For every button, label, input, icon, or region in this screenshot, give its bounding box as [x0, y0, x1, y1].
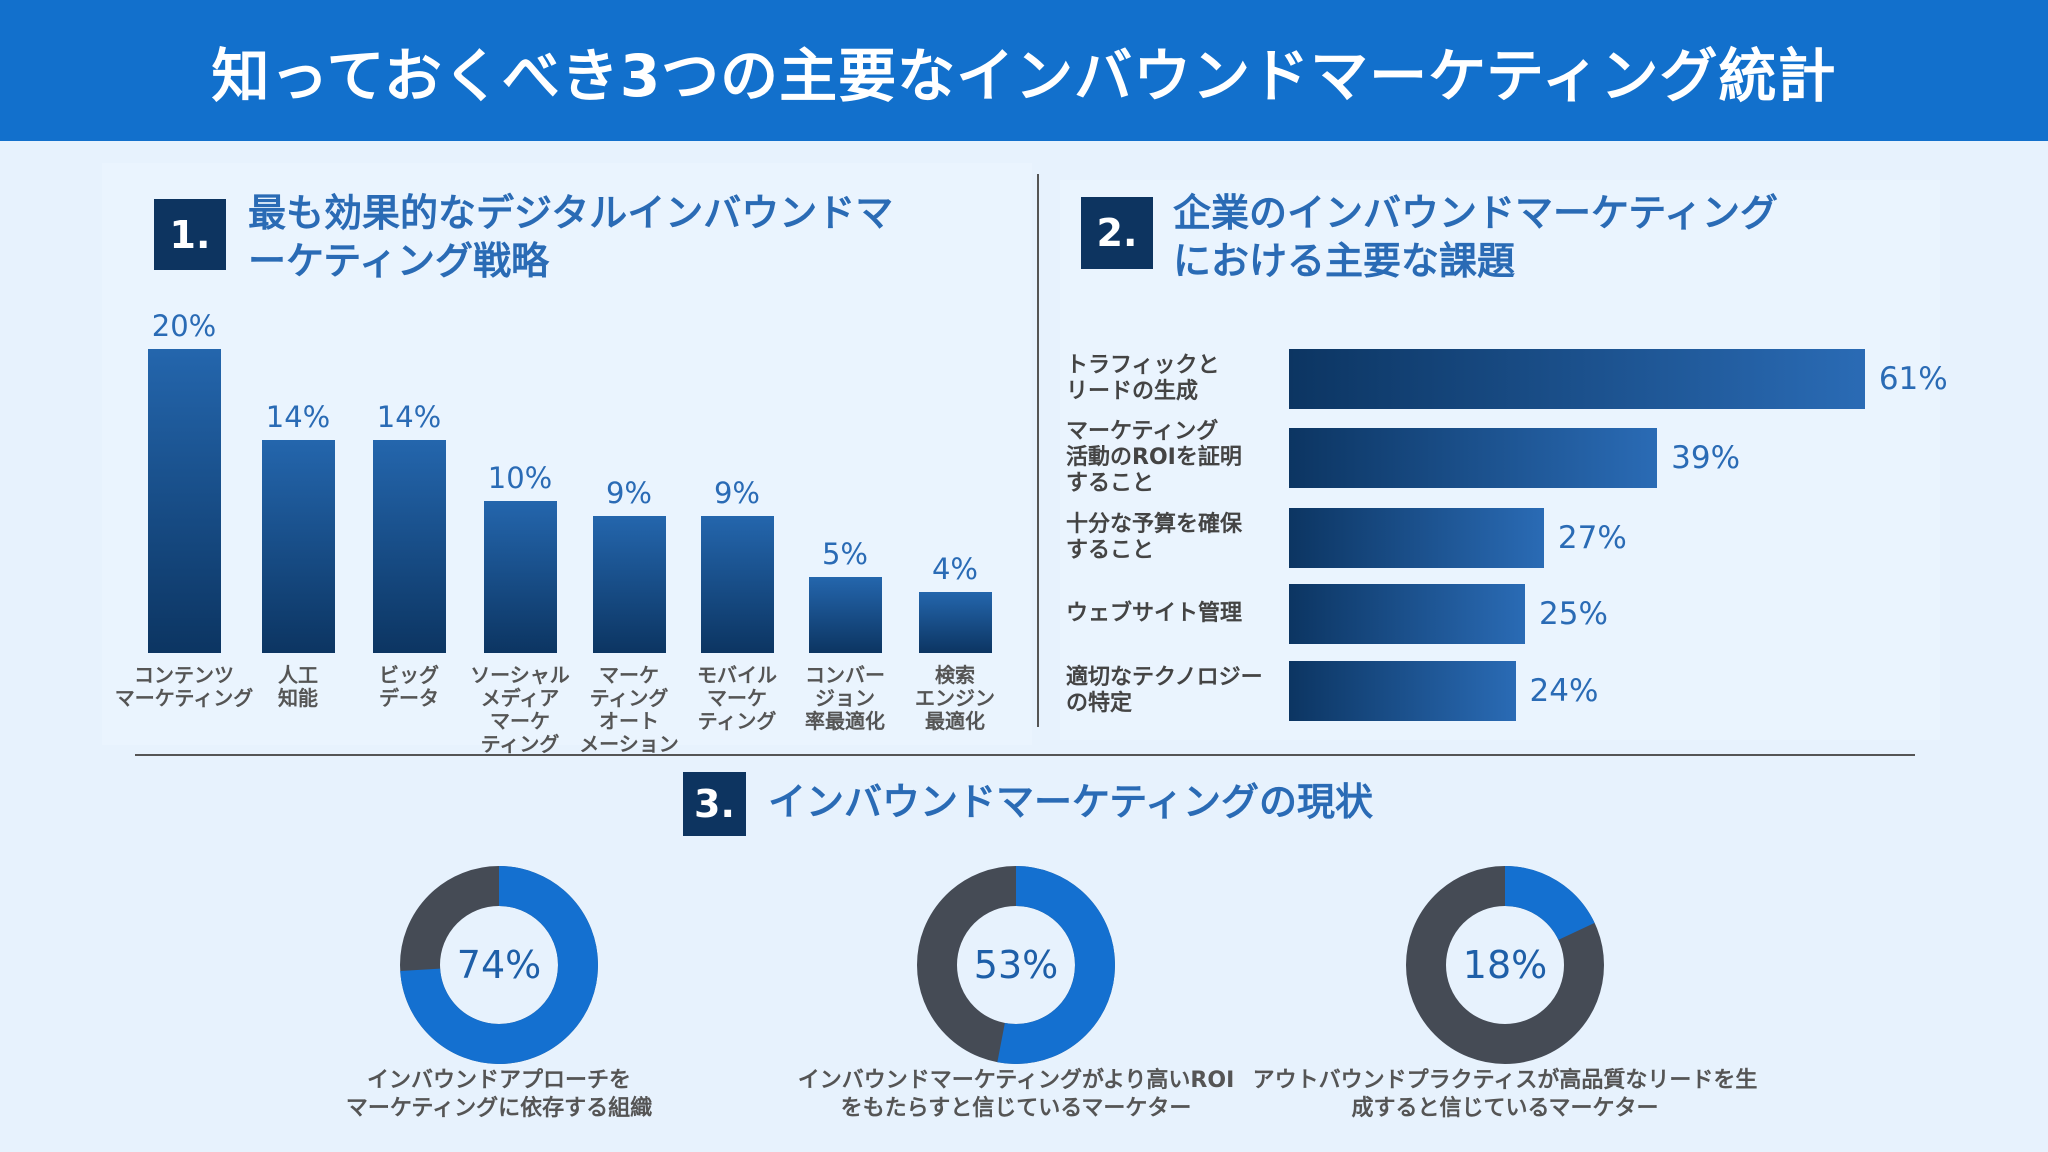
bar: [808, 577, 882, 653]
donut-slice: [400, 866, 598, 1064]
bar: [1289, 349, 1865, 409]
vertical-divider: [1037, 174, 1039, 727]
bar-category-label: 検索 エンジン 最適化: [915, 663, 995, 733]
bar-category-label: コンテンツ マーケティング: [114, 663, 254, 710]
section-1-number: 1.: [154, 199, 226, 270]
bar-category-label: ビッグ データ: [379, 663, 439, 710]
bar: [261, 440, 335, 653]
bar-category-label: コンバー ジョン 率最適化: [805, 663, 885, 733]
bar-category-label: トラフィックと リードの生成: [1066, 353, 1220, 404]
donut-value-label: 74%: [456, 943, 542, 987]
bar-value-label: 27%: [1557, 520, 1627, 556]
horizontal-divider: [135, 754, 1915, 756]
bar-category-label: モバイル マーケ ティング: [697, 663, 777, 733]
donut-caption: インバウンドマーケティングがより高いROI をもたらすと信じているマーケター: [797, 1068, 1235, 1121]
bar-category-label: 適切なテクノロジー の特定: [1066, 665, 1263, 716]
donut-value-label: 18%: [1462, 943, 1548, 987]
bar-value-label: 5%: [821, 537, 868, 571]
header-banner: 知っておくべき3つの主要なインバウンドマーケティング統計: [0, 0, 2048, 141]
bar-value-label: 25%: [1539, 596, 1608, 632]
donut-chart: [917, 866, 1115, 1064]
bar-value-label: 9%: [713, 476, 760, 511]
bar-value-label: 24%: [1529, 673, 1599, 709]
bar: [1289, 508, 1544, 568]
donut-value-label: 53%: [973, 943, 1059, 987]
section-1-title: 最も効果的なデジタルインバウンドマ ーケティング戦略: [248, 191, 894, 283]
bar-value-label: 61%: [1878, 361, 1948, 397]
bar: [918, 592, 992, 653]
bar-value-label: 14%: [376, 400, 442, 435]
bar-category-label: ウェブサイト管理: [1066, 601, 1243, 626]
bar-value-label: 14%: [265, 400, 331, 435]
donut-caption: インバウンドアプローチを マーケティングに依存する組織: [345, 1068, 653, 1121]
section-3-title: インバウンドマーケティングの現状: [768, 780, 1373, 824]
bar: [483, 501, 557, 653]
page-title: 知っておくべき3つの主要なインバウンドマーケティング統計: [211, 41, 1837, 110]
bar-value-label: 20%: [151, 309, 217, 343]
section-2-title: 企業のインバウンドマーケティング における主要な課題: [1173, 191, 1778, 283]
bar: [372, 440, 446, 653]
section-3-number: 3.: [683, 772, 746, 836]
bar: [1289, 584, 1525, 644]
donut-slice: [1406, 866, 1604, 1064]
bar-value-label: 39%: [1671, 440, 1741, 476]
donut-slice: [917, 866, 1115, 1064]
bar: [147, 349, 221, 653]
bar-value-label: 4%: [931, 552, 978, 587]
bar-category-label: マーケ ティング オート メーション: [579, 663, 679, 756]
bar: [1289, 661, 1516, 721]
bar: [592, 516, 666, 653]
donut-caption: アウトバウンドプラクティスが高品質なリードを生 成すると信じているマーケター: [1252, 1068, 1758, 1121]
bar: [700, 516, 774, 653]
bar-category-label: ソーシャル メディア マーケ ティング: [470, 663, 570, 756]
section-2-number: 2.: [1081, 197, 1153, 269]
donut-chart: [1406, 866, 1604, 1064]
bar-value-label: 10%: [487, 461, 553, 495]
bar-value-label: 9%: [605, 476, 652, 511]
bar: [1289, 428, 1658, 488]
bar-category-label: マーケティング 活動のROIを証明 すること: [1066, 419, 1242, 496]
bar-category-label: 人工 知能: [278, 663, 318, 710]
donut-chart: [400, 866, 598, 1064]
bar-category-label: 十分な予算を確保 すること: [1066, 512, 1243, 563]
